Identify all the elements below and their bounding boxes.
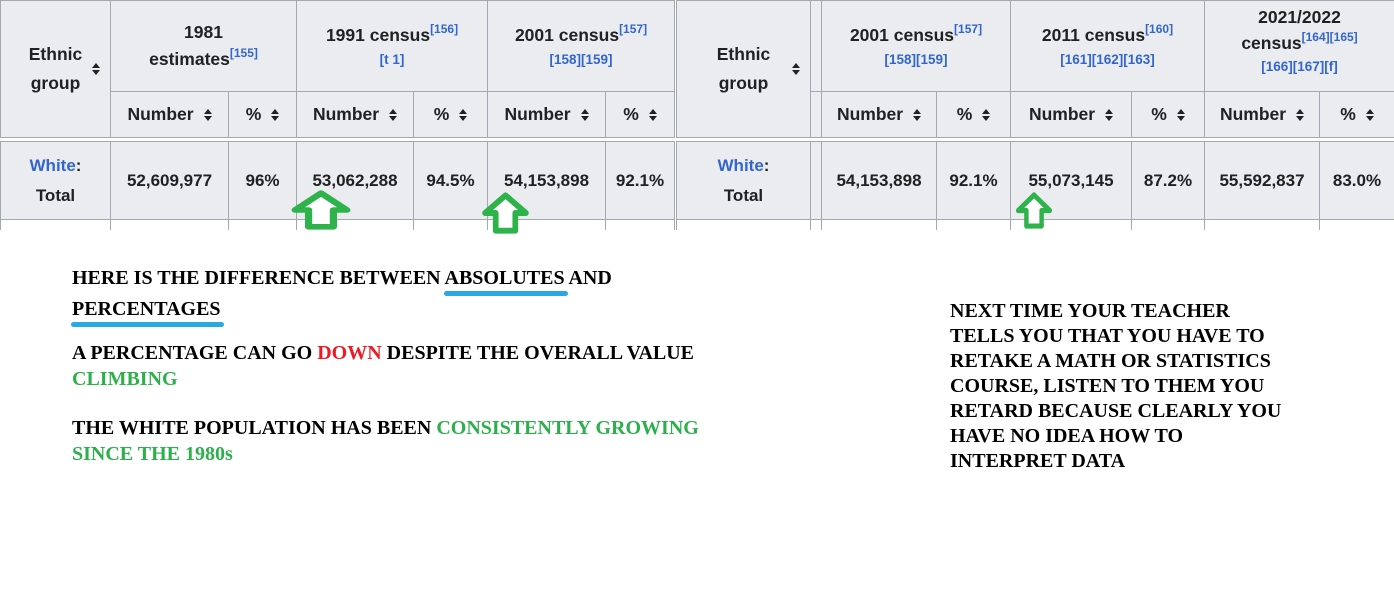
sort-icon[interactable] — [459, 108, 468, 121]
green-word: CLIMBING — [72, 368, 178, 390]
ref-link[interactable]: [157] — [619, 21, 648, 36]
ethnic-group-label: group — [718, 73, 769, 93]
value-cell: 83.0% — [1319, 141, 1394, 220]
subheader-percent[interactable]: % — [936, 91, 1011, 138]
subheader-number[interactable]: Number — [821, 91, 937, 138]
sort-icon[interactable] — [1105, 108, 1114, 121]
cut-off-value-cell: 8 — [810, 141, 822, 220]
ethnic-group-label: Ethnic — [716, 44, 771, 64]
ref-link[interactable]: [156] — [430, 21, 459, 36]
ref-link[interactable]: [161][162][163] — [1060, 51, 1155, 67]
left-census-table-row: White: Total 52,609,977 96% 53,062,288 9… — [0, 141, 675, 230]
ref-link[interactable]: [160] — [1145, 21, 1174, 36]
header-2001-census[interactable]: 2001 census[157] [158][159] — [821, 0, 1011, 92]
value-cell: 52,609,977 — [110, 141, 229, 220]
table-row-white-total: White: Total 8 54,153,898 92.1% 55,073,1… — [676, 141, 1394, 220]
subheader-number[interactable]: Number — [110, 91, 229, 138]
ethnic-group-label: group — [30, 73, 81, 93]
ref-link[interactable]: [t 1] — [379, 51, 405, 67]
header-1991-census[interactable]: 1991 census[156] [t 1] — [296, 0, 489, 92]
ref-link[interactable]: [158][159] — [549, 51, 613, 67]
annotation-percentage-down-value-climbing: A PERCENTAGE CAN GO DOWN DESPITE THE OVE… — [72, 342, 695, 390]
left-ethnic-group-header[interactable]: Ethnic group — [0, 0, 111, 138]
sort-icon[interactable] — [271, 108, 280, 121]
subheader-number[interactable]: Number — [1204, 91, 1320, 138]
header-word: estimates — [149, 49, 230, 69]
value-cell: 92.1% — [605, 141, 675, 220]
cut-off-row — [0, 219, 675, 230]
header-year: 1981 — [184, 22, 223, 42]
subheader-number[interactable]: Number — [296, 91, 415, 138]
subheader-percent[interactable]: % — [605, 91, 676, 138]
sort-icon[interactable] — [1365, 108, 1374, 121]
right-census-table-row: White: Total 8 54,153,898 92.1% 55,073,1… — [676, 141, 1394, 230]
sort-icon[interactable] — [92, 63, 100, 75]
header-word: census — [1241, 33, 1302, 53]
ethnic-group-label: Ethnic — [28, 44, 83, 64]
header-1981-estimates[interactable]: 1981 estimates[155] — [109, 0, 298, 92]
header-2021-2022-census[interactable]: 2021/2022 census[164][165] [166][167][f] — [1204, 0, 1394, 92]
ref-link[interactable]: [157] — [954, 21, 983, 36]
sort-icon[interactable] — [580, 108, 589, 121]
annotation-white-population-growing: THE WHITE POPULATION HAS BEEN CONSISTENT… — [72, 417, 699, 465]
subheader-percent[interactable]: % — [413, 91, 489, 138]
white-link[interactable]: White — [717, 155, 764, 175]
table-row-white-total: White: Total 52,609,977 96% 53,062,288 9… — [0, 141, 675, 220]
underlined-word: PERCENTAGES — [72, 298, 221, 320]
sort-icon[interactable] — [913, 108, 922, 121]
header-year: 2021/2022 — [1258, 7, 1341, 27]
sort-icon[interactable] — [389, 108, 398, 121]
header-year: 2001 census — [514, 24, 620, 45]
red-word: DOWN — [317, 342, 382, 364]
right-ethnic-group-header[interactable]: Ethnic group — [676, 0, 811, 138]
annotation-teacher-rant: NEXT TIME YOUR TEACHER TELLS YOU THAT YO… — [950, 300, 1282, 472]
value-cell: 96% — [228, 141, 297, 220]
row-label-cell: White: Total — [0, 141, 111, 220]
ref-link[interactable]: [158][159] — [884, 51, 948, 67]
sort-icon[interactable] — [648, 108, 657, 121]
header-year: 2001 census — [849, 24, 955, 45]
green-phrase: SINCE THE 1980s — [72, 443, 233, 465]
value-cell: 55,073,145 — [1010, 141, 1132, 220]
value-cell: 87.2% — [1131, 141, 1205, 220]
value-cell: 92.1% — [936, 141, 1011, 220]
total-label: Total — [35, 185, 76, 205]
right-census-table-header: Ethnic group 2001 census[157] [158][159]… — [676, 0, 1394, 138]
total-label: Total — [723, 185, 764, 205]
cut-off-column — [810, 0, 822, 92]
sort-icon[interactable] — [982, 108, 991, 121]
green-up-arrow — [291, 190, 351, 230]
row-label-cell: White: Total — [676, 141, 811, 220]
white-link[interactable]: White — [29, 155, 76, 175]
header-year: 2011 census — [1041, 24, 1146, 45]
cut-off-row — [676, 219, 1394, 230]
header-2001-census[interactable]: 2001 census[157] [158][159] — [487, 0, 676, 92]
sort-icon[interactable] — [203, 108, 212, 121]
annotation-absolutes-vs-percentages: HERE IS THE DIFFERENCE BETWEEN ABSOLUTES… — [72, 267, 612, 320]
subheader-percent[interactable]: % — [1131, 91, 1205, 138]
green-up-arrow — [1015, 192, 1053, 229]
green-up-arrow — [482, 192, 529, 234]
ref-link[interactable]: [166][167][f] — [1261, 59, 1338, 74]
subheader-percent[interactable]: % — [227, 91, 298, 138]
ref-link[interactable]: [155] — [229, 46, 258, 61]
value-cell: 53,062,288 — [296, 141, 414, 220]
subheader-percent[interactable]: % — [1319, 91, 1394, 138]
header-2011-census[interactable]: 2011 census[160] [161][162][163] — [1010, 0, 1205, 92]
cut-off-sort-cell — [810, 91, 822, 138]
left-census-table-header: Ethnic group 1981 estimates[155] 1991 ce… — [0, 0, 676, 138]
sort-icon[interactable] — [792, 63, 800, 75]
value-cell: 55,592,837 — [1204, 141, 1320, 220]
underlined-word: ABSOLUTES — [444, 267, 565, 289]
header-year: 1991 census — [325, 24, 431, 45]
value-cell: 54,153,898 — [821, 141, 937, 220]
subheader-number[interactable]: Number — [1010, 91, 1132, 138]
subheader-number[interactable]: Number — [487, 91, 607, 138]
ref-link[interactable]: [164][165] — [1301, 30, 1358, 45]
sort-icon[interactable] — [1176, 108, 1185, 121]
green-phrase: CONSISTENTLY GROWING — [436, 417, 699, 439]
sort-icon[interactable] — [1296, 108, 1305, 121]
value-cell: 94.5% — [413, 141, 488, 220]
